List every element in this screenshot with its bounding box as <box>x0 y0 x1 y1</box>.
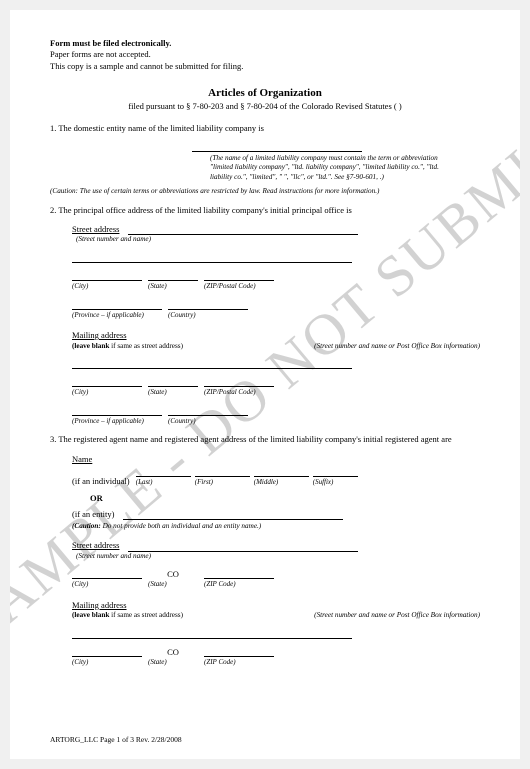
s2-mailing-label: Mailing address <box>72 330 127 340</box>
s3-mailing-sub: (leave blank if same as street address) … <box>72 611 480 621</box>
s2-street-block: Street address (Street number and name) … <box>50 224 480 320</box>
section-3: 3. The registered agent name and registe… <box>50 434 480 667</box>
s2-mailing-right: (Street number and name or Post Office B… <box>314 342 480 352</box>
s2-street-label: Street address <box>72 224 119 234</box>
header-line1: Form must be filed electronically. <box>50 38 480 49</box>
s1-note2: "limited liability company", "ltd. liabi… <box>50 163 480 173</box>
content: Form must be filed electronically. Paper… <box>50 38 480 667</box>
s1-text: 1. The domestic entity name of the limit… <box>50 123 480 134</box>
s3-ifentity-label: (if an entity) <box>72 509 114 519</box>
s1-caution: (Caution: The use of certain terms or ab… <box>50 187 480 197</box>
s2-street-cityrow: (City) (State) (ZIP/Postal Code) <box>72 271 480 291</box>
page: SAMPLE - DO NOT SUBMIT Form must be file… <box>10 10 520 759</box>
s2-mailing-cityrow: (City) (State) (ZIP/Postal Code) <box>72 377 480 397</box>
s3-individual: (if an individual) (Last) (First) (Middl… <box>72 467 480 487</box>
s3-mailing-block: Mailing address (leave blank if same as … <box>50 600 480 668</box>
s2-text: 2. The principal office address of the l… <box>50 205 480 216</box>
header-line3: This copy is a sample and cannot be subm… <box>50 61 480 72</box>
s2-mailing-sub: (leave blank if same as street address) … <box>72 342 480 352</box>
s3-caution: (Caution: Do not provide both an individ… <box>72 522 480 532</box>
s3-mailing-cityrow: (City) CO(State) (ZIP Code) <box>72 647 480 667</box>
s3-mailing-line2 <box>72 629 480 639</box>
footer: ARTORG_LLC Page 1 of 3 Rev. 2/28/2008 <box>50 735 182 745</box>
s3-name-block: Name (if an individual) (Last) (First) (… <box>50 454 480 533</box>
s3-mailing-right: (Street number and name or Post Office B… <box>314 611 480 621</box>
s2-mailing-provrow: (Province – if applicable) (Country) <box>72 406 480 426</box>
s2-street-note: (Street number and name) <box>76 235 480 245</box>
section-1: 1. The domestic entity name of the limit… <box>50 123 480 197</box>
s2-street-provrow: (Province – if applicable) (Country) <box>72 300 480 320</box>
header: Form must be filed electronically. Paper… <box>50 38 480 72</box>
s3-street-label: Street address <box>72 540 119 550</box>
s2-mailing-leave: (leave blank if same as street address) <box>72 342 183 352</box>
s3-mailing-leave: (leave blank if same as street address) <box>72 611 183 621</box>
s3-street-cityrow: (City) CO(State) (ZIP Code) <box>72 569 480 589</box>
doc-subtitle: filed pursuant to § 7-80-203 and § 7-80-… <box>50 101 480 112</box>
header-line2: Paper forms are not accepted. <box>50 49 480 60</box>
s3-ifindividual-label: (if an individual) <box>72 476 130 486</box>
s3-street-note: (Street number and name) <box>76 552 480 562</box>
section-2: 2. The principal office address of the l… <box>50 205 480 427</box>
doc-title: Articles of Organization <box>50 86 480 101</box>
s3-entity: (if an entity) <box>72 509 480 520</box>
s3-mailing-label: Mailing address <box>72 600 127 610</box>
s1-entity-line <box>50 140 480 151</box>
s3-name-label: Name <box>72 454 480 465</box>
s3-or: OR <box>90 493 480 504</box>
s3-text: 3. The registered agent name and registe… <box>50 434 480 445</box>
s1-note1: (The name of a limited liability company… <box>50 154 480 164</box>
s2-street-line2 <box>72 253 480 263</box>
s1-note3: liability co.", "limited", " ", "llc", o… <box>50 173 480 183</box>
s2-mailing-line2 <box>72 359 480 369</box>
s2-mailing-block: Mailing address (leave blank if same as … <box>50 330 480 426</box>
s3-street-block: Street address (Street number and name) … <box>50 540 480 590</box>
